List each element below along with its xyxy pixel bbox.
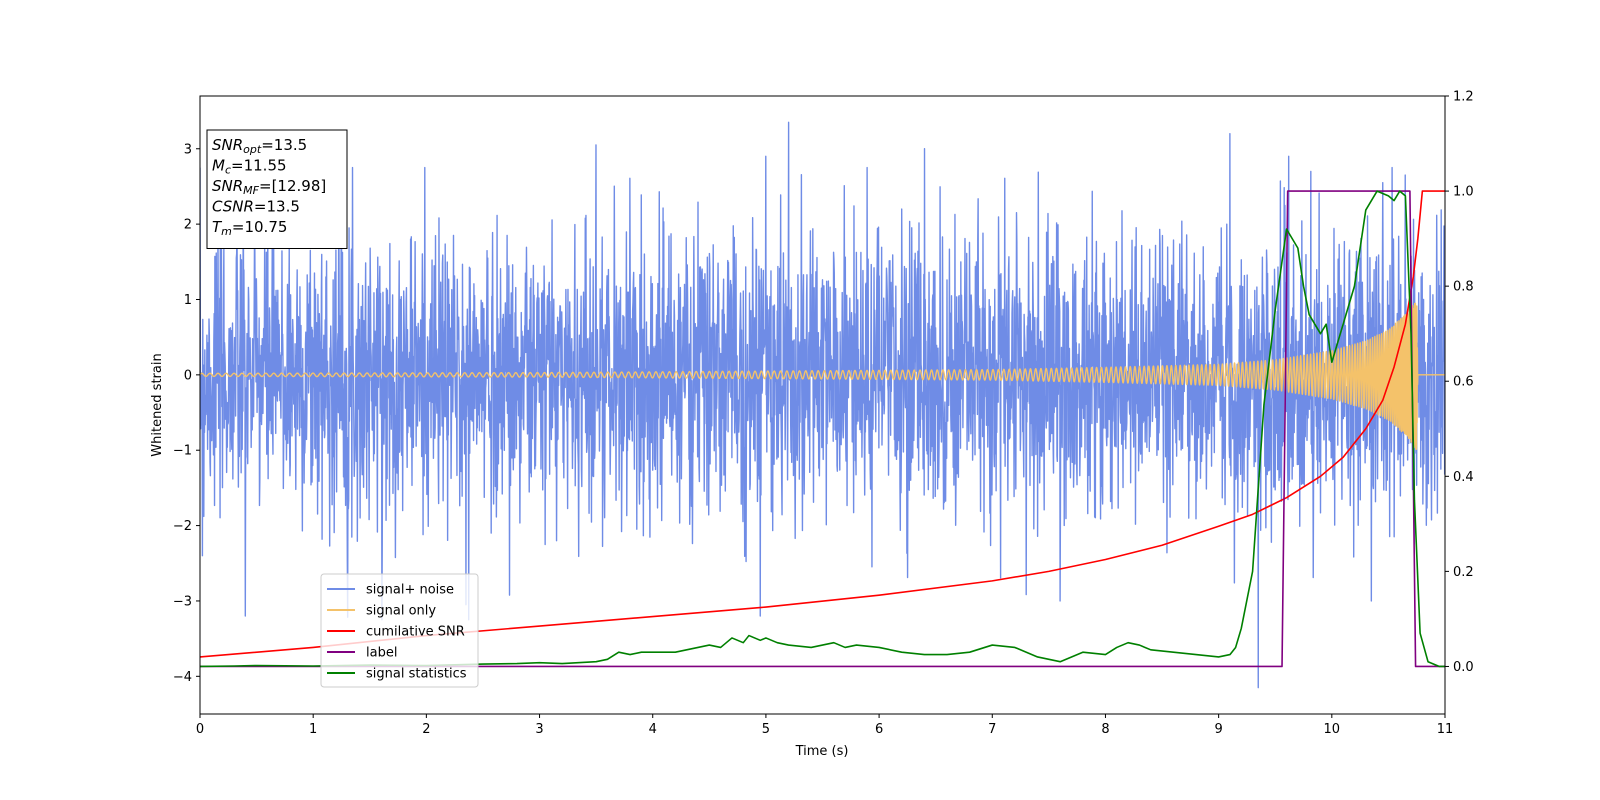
x-tick-label: 1 bbox=[309, 722, 317, 737]
annotation-line: Mc=11.55 bbox=[212, 157, 287, 177]
y-right-tick-label: 1.0 bbox=[1453, 185, 1474, 200]
annotation-subscript: MF bbox=[243, 184, 259, 197]
annotation-subscript: m bbox=[221, 225, 232, 238]
series-cumilative-snr bbox=[200, 190, 1445, 658]
annotation-symbol: M bbox=[212, 157, 225, 175]
y-left-tick-label: −3 bbox=[173, 594, 192, 609]
y-left-tick-label: −4 bbox=[173, 670, 192, 685]
series-label bbox=[200, 190, 1445, 668]
y-right-tick-label: 1.2 bbox=[1453, 90, 1474, 105]
x-tick-label: 11 bbox=[1437, 722, 1454, 737]
annotation-value: =13.5 bbox=[261, 136, 307, 154]
legend-entry: signal statistics bbox=[366, 667, 467, 682]
y-left-tick-label: −1 bbox=[173, 444, 192, 459]
y-right-tick-label: 0.0 bbox=[1453, 660, 1474, 675]
y-left-tick-label: −2 bbox=[173, 519, 192, 534]
annotation-value: =11.55 bbox=[231, 157, 287, 175]
y-left-tick-label: 1 bbox=[184, 293, 192, 308]
annotation-symbol: SNR bbox=[212, 136, 243, 154]
annotation-line: Tm=10.75 bbox=[212, 218, 287, 238]
annotation-symbol: T bbox=[212, 218, 223, 236]
series-signal-only bbox=[200, 302, 1445, 450]
annotation-value: =[12.98] bbox=[259, 177, 326, 195]
x-tick-label: 8 bbox=[1101, 722, 1109, 737]
legend: signal+ noise signal only cumilative SNR la… bbox=[320, 573, 479, 688]
x-tick-label: 4 bbox=[649, 722, 657, 737]
y-right-tick-label: 0.8 bbox=[1453, 280, 1474, 295]
annotation-symbol: SNR bbox=[212, 177, 243, 195]
y-axis-left: −4 −3 −2 −1 0 1 2 3 bbox=[173, 142, 200, 685]
annotation-subscript: opt bbox=[243, 143, 262, 156]
annotation-box: SNRopt=13.5Mc=11.55SNRMF=[12.98]CSNR=13.… bbox=[206, 129, 348, 249]
annotation-symbol: CSNR bbox=[212, 198, 254, 216]
x-tick-label: 6 bbox=[875, 722, 883, 737]
x-tick-label: 3 bbox=[535, 722, 543, 737]
legend-entry: signal only bbox=[366, 604, 436, 619]
annotation-line: SNRopt=13.5 bbox=[212, 136, 307, 156]
legend-frame bbox=[320, 573, 479, 688]
series-signal-noise bbox=[200, 121, 1445, 689]
y-left-tick-label: 2 bbox=[184, 218, 192, 233]
legend-entry: signal+ noise bbox=[366, 583, 454, 598]
annotation-value: =10.75 bbox=[232, 218, 288, 236]
annotation-line: CSNR=13.5 bbox=[212, 198, 300, 216]
series-signal-statistics bbox=[200, 190, 1445, 668]
y-axis-right: 0.0 0.2 0.4 0.6 0.8 1.0 1.2 bbox=[1445, 90, 1474, 675]
annotation-line: SNRMF=[12.98] bbox=[212, 177, 326, 197]
x-tick-label: 0 bbox=[196, 722, 204, 737]
series-layer bbox=[200, 121, 1445, 689]
x-axis-label: Time (s) bbox=[795, 744, 849, 759]
annotation-frame bbox=[206, 129, 348, 249]
plot-frame bbox=[199, 95, 1446, 715]
y-right-tick-label: 0.2 bbox=[1453, 565, 1474, 580]
y-left-tick-label: 3 bbox=[184, 142, 192, 157]
y-axis-label: Whitened strain bbox=[150, 353, 165, 456]
annotation-subscript: c bbox=[225, 164, 231, 177]
x-tick-label: 2 bbox=[422, 722, 430, 737]
x-tick-label: 5 bbox=[762, 722, 770, 737]
y-left-tick-label: 0 bbox=[184, 368, 192, 383]
annotation-value: =13.5 bbox=[254, 198, 300, 216]
x-axis: 0 1 2 3 4 5 6 7 8 9 10 11 bbox=[196, 714, 1453, 737]
x-tick-label: 9 bbox=[1214, 722, 1222, 737]
y-right-tick-label: 0.6 bbox=[1453, 375, 1474, 390]
legend-entry: cumilative SNR bbox=[366, 625, 465, 640]
y-right-tick-label: 0.4 bbox=[1453, 470, 1474, 485]
x-tick-label: 10 bbox=[1324, 722, 1341, 737]
legend-entry: label bbox=[366, 646, 397, 661]
x-tick-label: 7 bbox=[988, 722, 996, 737]
